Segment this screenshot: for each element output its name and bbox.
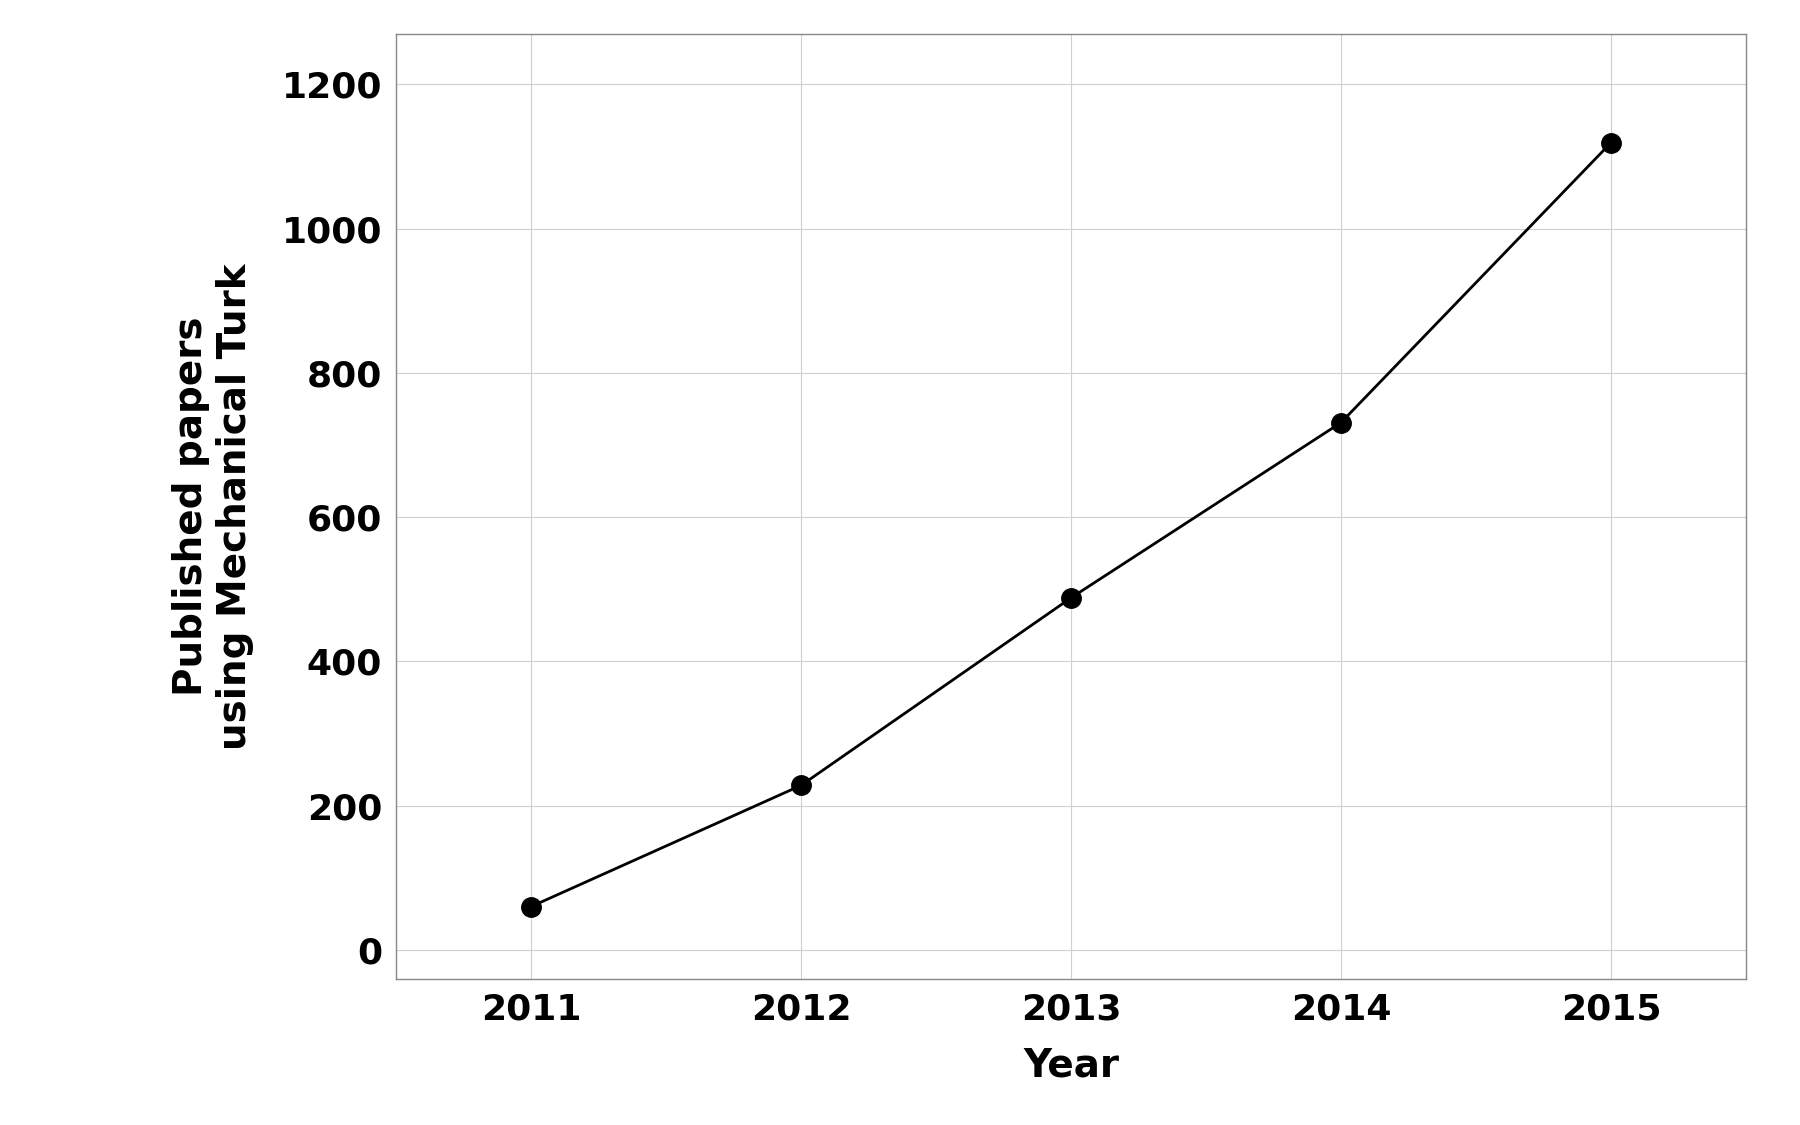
X-axis label: Year: Year <box>1022 1046 1120 1084</box>
Y-axis label: Published papers
using Mechanical Turk: Published papers using Mechanical Turk <box>171 263 254 749</box>
